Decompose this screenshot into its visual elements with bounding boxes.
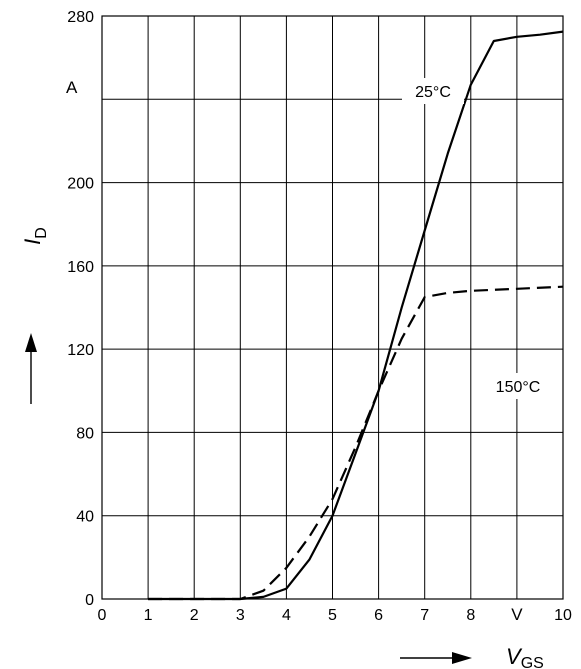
x-tick-label: 5 xyxy=(328,607,337,624)
x-tick-bg xyxy=(371,604,386,624)
y-tick-label: 200 xyxy=(67,176,94,193)
x-tick-label: 2 xyxy=(190,607,199,624)
x-tick-bg xyxy=(141,604,156,624)
y-axis-unit: A xyxy=(66,78,78,97)
y-axis-title-subscript: D xyxy=(33,227,50,239)
y-tick-labels: 0 40 80 120 160 200 280 xyxy=(67,9,94,609)
x-axis-title-main: V xyxy=(506,644,523,669)
x-tick-label: 8 xyxy=(466,607,475,624)
x-axis-title-subscript: GS xyxy=(521,655,544,669)
series-label-150c: 150°C xyxy=(496,379,541,396)
series-line-25c xyxy=(148,30,564,601)
y-tick-label: 280 xyxy=(67,9,94,26)
x-tick-label: 6 xyxy=(374,607,383,624)
x-tick-bg xyxy=(279,604,294,624)
x-tick-labels: 0 1 2 3 4 5 6 7 8 10 V xyxy=(98,604,572,624)
x-unit-bg xyxy=(508,604,525,624)
x-axis-arrow xyxy=(400,652,472,664)
y-axis-title: ID xyxy=(20,227,50,245)
y-tick-label: 160 xyxy=(67,259,94,276)
x-tick-bg xyxy=(233,604,248,624)
series-label-bg xyxy=(487,373,549,399)
y-tick-label: 80 xyxy=(76,425,94,442)
series-layer xyxy=(148,30,564,601)
series-line-150c xyxy=(148,285,564,601)
series-label-bg xyxy=(402,78,464,104)
x-tick-bg xyxy=(187,604,202,624)
x-tick-label: 7 xyxy=(420,607,429,624)
x-tick-bg xyxy=(463,604,478,624)
x-tick-label: 0 xyxy=(98,607,107,624)
x-tick-label: 4 xyxy=(282,607,291,624)
y-axis-arrow xyxy=(25,333,37,404)
x-tick-label: 1 xyxy=(144,607,153,624)
plot-frame xyxy=(101,15,564,600)
y-tick-label: 120 xyxy=(67,342,94,359)
series-label-25c: 25°C xyxy=(415,84,451,101)
y-axis-title-main: I xyxy=(20,239,45,245)
x-tick-label: 10 xyxy=(554,607,572,624)
y-tick-label: 0 xyxy=(85,592,94,609)
y-tick-label: 40 xyxy=(76,509,94,526)
grid-lines xyxy=(102,16,563,599)
svg-text:ID: ID xyxy=(20,227,50,245)
x-tick-label: 3 xyxy=(236,607,245,624)
x-tick-bg xyxy=(325,604,340,624)
x-axis-unit: V xyxy=(511,605,523,624)
series-labels: 25°C 150°C xyxy=(402,78,549,399)
x-tick-bg xyxy=(417,604,432,624)
x-axis-title: VGS xyxy=(506,644,544,669)
